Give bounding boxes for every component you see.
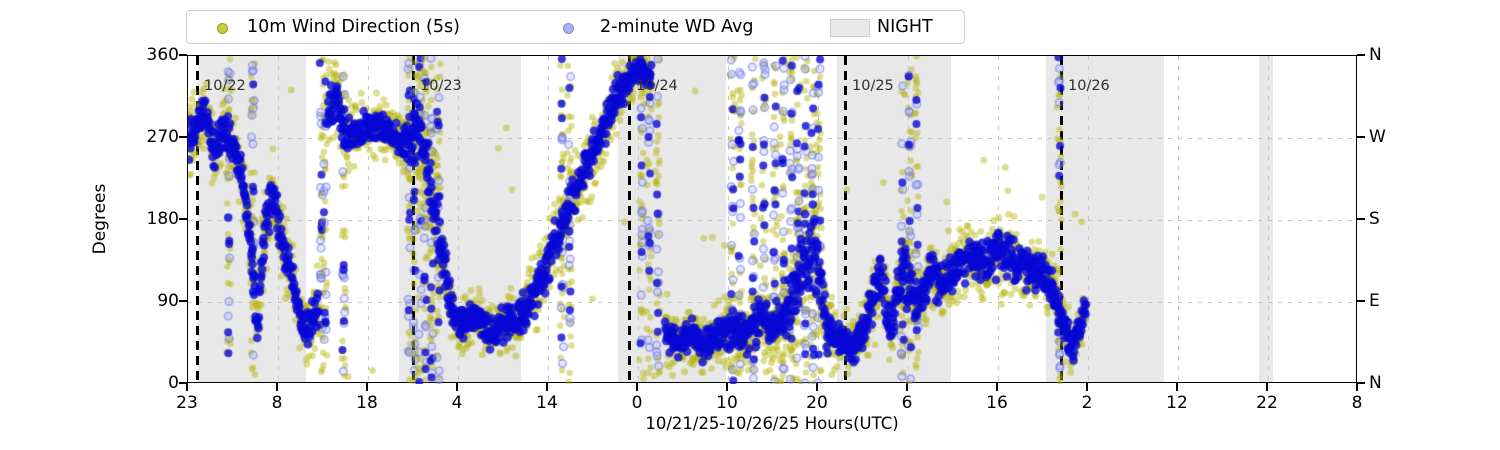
x-tick-mark (816, 383, 818, 391)
compass-label: N (1369, 373, 1382, 393)
x-tick-label: 12 (1166, 393, 1188, 413)
x-tick-mark (1086, 383, 1088, 391)
y-tick-label: 90 (157, 291, 179, 311)
x-tick-mark (186, 383, 188, 391)
x-tick-label: 18 (356, 393, 378, 413)
legend-yellow-dot-icon (217, 23, 228, 34)
x-tick-label: 0 (631, 393, 643, 413)
x-tick-mark (546, 383, 548, 391)
x-tick-mark (996, 383, 998, 391)
right-tick-mark (1357, 218, 1365, 220)
x-tick-mark (1356, 383, 1358, 391)
y-tick-label: 180 (146, 209, 179, 229)
right-tick-mark (1357, 382, 1365, 384)
x-tick-mark (276, 383, 278, 391)
x-tick-label: 6 (901, 393, 913, 413)
x-tick-label: 16 (986, 393, 1008, 413)
x-tick-mark (636, 383, 638, 391)
day-boundary-label: 10/25 (852, 78, 894, 94)
x-axis-title: 10/21/25-10/26/25 Hours(UTC) (645, 414, 899, 433)
compass-label: S (1369, 209, 1380, 229)
legend-label-night: NIGHT (877, 17, 933, 37)
y-tick-mark (179, 218, 187, 220)
y-tick-label: 270 (146, 127, 179, 147)
x-tick-label: 8 (271, 393, 283, 413)
day-boundary-label: 10/26 (1068, 78, 1110, 94)
legend-box: 10m Wind Direction (5s) 2-minute WD Avg … (186, 10, 965, 44)
legend-night-patch-icon (830, 19, 870, 37)
x-tick-mark (366, 383, 368, 391)
day-boundary-label: 10/23 (420, 78, 462, 94)
x-tick-label: 4 (451, 393, 463, 413)
x-tick-label: 2 (1081, 393, 1093, 413)
right-tick-mark (1357, 136, 1365, 138)
y-tick-mark (179, 382, 187, 384)
day-boundary-label: 10/24 (636, 78, 678, 94)
compass-label: N (1369, 45, 1382, 65)
x-tick-mark (1176, 383, 1178, 391)
x-tick-label: 10 (716, 393, 738, 413)
right-tick-mark (1357, 300, 1365, 302)
plot-area: 10/22 10/23 10/24 10/25 10/26 (187, 55, 1358, 384)
y-tick-mark (179, 136, 187, 138)
x-tick-mark (1266, 383, 1268, 391)
compass-label: W (1369, 127, 1386, 147)
legend-label-wind-direction: 10m Wind Direction (5s) (247, 17, 460, 37)
scatter-canvas (188, 56, 1358, 384)
y-tick-label: 0 (168, 373, 179, 393)
x-tick-mark (906, 383, 908, 391)
y-axis-title: Degrees (90, 183, 110, 255)
compass-label: E (1369, 291, 1380, 311)
y-tick-label: 360 (146, 45, 179, 65)
right-tick-mark (1357, 54, 1365, 56)
x-tick-label: 8 (1351, 393, 1363, 413)
x-tick-mark (726, 383, 728, 391)
x-tick-mark (456, 383, 458, 391)
x-tick-label: 22 (1256, 393, 1278, 413)
day-boundary-label: 10/22 (204, 78, 246, 94)
y-tick-mark (179, 300, 187, 302)
x-tick-label: 14 (536, 393, 558, 413)
legend-label-wd-avg: 2-minute WD Avg (600, 17, 754, 37)
x-tick-label: 23 (176, 393, 198, 413)
legend-lightblue-dot-icon (563, 23, 574, 34)
x-tick-label: 20 (806, 393, 828, 413)
y-tick-mark (179, 54, 187, 56)
